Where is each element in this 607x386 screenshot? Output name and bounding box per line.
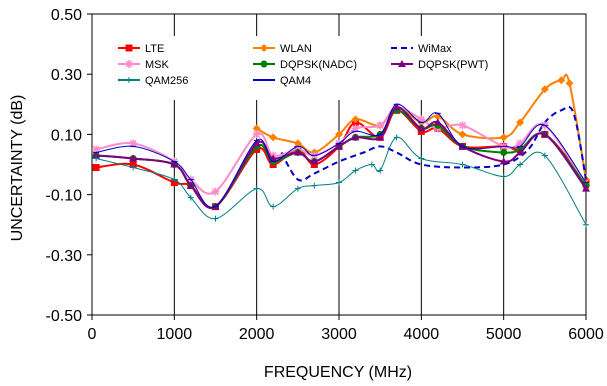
y-axis-title: UNCERTAINTY (dB) [9, 95, 26, 242]
x-tick-label: 2000 [239, 326, 275, 343]
legend-label: MSK [145, 59, 170, 71]
data-point-qam256 [254, 186, 260, 192]
legend-label: LTE [145, 43, 164, 55]
legend-marker [125, 60, 133, 68]
x-axis-ticks: 0 1000 2000 3000 4000 5000 6000 [88, 315, 604, 343]
y-tick-label: 0.10 [51, 127, 82, 144]
data-point-wlan [459, 130, 467, 138]
data-point-wlan [500, 133, 508, 141]
data-point-qam256 [583, 222, 589, 228]
y-tick-label: -0.30 [46, 248, 83, 265]
legend-label: QAM256 [145, 75, 188, 87]
data-point-qam256 [270, 204, 276, 210]
data-point-wlan [269, 133, 277, 141]
data-point-qam256 [336, 180, 342, 186]
y-tick-label: -0.50 [46, 308, 83, 325]
x-axis-title: FREQUENCY (MHz) [264, 364, 412, 381]
data-point-lte [93, 164, 100, 171]
legend-label: DQPSK(NADC) [280, 59, 357, 71]
x-tick-label: 4000 [404, 326, 440, 343]
series-qam4 [93, 104, 589, 208]
x-tick-label: 1000 [157, 326, 193, 343]
legend-label: DQPSK(PWT) [418, 59, 488, 71]
y-axis-ticks: -0.50 -0.30 -0.10 0.10 0.30 0.50 [46, 7, 92, 325]
data-point-qam256 [352, 168, 358, 174]
series-line-qam4 [96, 104, 586, 208]
legend-label: WiMax [418, 43, 452, 55]
x-tick-label: 3000 [321, 326, 357, 343]
data-point-wlan [566, 79, 574, 87]
data-point-qam256 [377, 168, 383, 174]
x-tick-label: 5000 [486, 326, 522, 343]
x-tick-label: 0 [88, 326, 97, 343]
y-tick-label: -0.10 [46, 188, 83, 205]
legend-label: WLAN [280, 43, 312, 55]
y-tick-label: 0.50 [51, 7, 82, 24]
data-point-msk [212, 188, 220, 196]
data-point-qam256 [311, 183, 317, 189]
data-point-msk [459, 121, 467, 129]
data-point-qam256 [213, 216, 219, 222]
y-tick-label: 0.30 [51, 67, 82, 84]
legend-label: QAM4 [280, 75, 311, 87]
legend-marker [261, 61, 268, 68]
data-point-msk [253, 130, 261, 138]
data-point-dqpsk-nadc [500, 149, 507, 156]
data-point-msk [376, 121, 384, 129]
data-point-qam256 [295, 186, 301, 192]
data-point-qam256 [369, 162, 375, 168]
legend-marker [126, 45, 133, 52]
data-point-qam256 [501, 174, 507, 180]
data-point-qam256 [418, 155, 424, 161]
legend: LTE WLAN WiMax MSK DQPSK(NADC) DQPSK(PWT) QAM2… [110, 36, 490, 100]
x-tick-label: 6000 [568, 326, 604, 343]
